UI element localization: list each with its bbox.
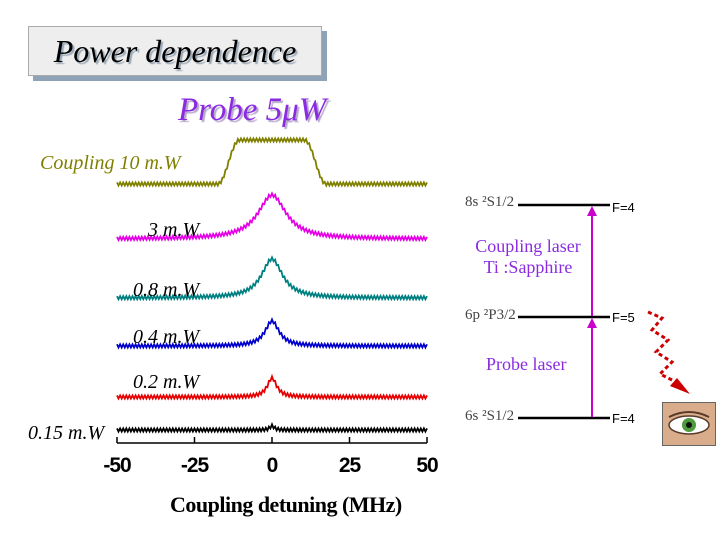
title-box: Power dependence [28,26,322,76]
eye-icon [662,402,716,446]
decay-arrowhead [670,378,690,394]
coupling-laser-line1: Coupling laser [475,236,581,256]
coupling-laser-label: Coupling laser Ti :Sapphire [466,236,590,278]
probe-laser-label: Probe laser [486,354,567,374]
page-title: Power dependence [53,32,297,69]
x-tick-label-1: -25 [180,454,209,477]
laser-arrows [587,206,597,417]
upper-level-label: 8s ²S1/2 [465,194,515,210]
trace-line-0 [116,136,428,188]
x-tick-label-3: 25 [338,454,361,477]
trace-line-4 [116,373,428,401]
trace-line-3 [116,316,428,350]
trace-label-5: 0.15 m.W [28,422,105,444]
x-tick-label-0: -50 [103,454,131,477]
trace-line-2 [116,255,428,302]
x-tick-label-4: 50 [416,454,438,477]
decay-path [647,310,677,384]
trace-5 [116,421,428,434]
upper-f-label: F=4 [612,200,635,215]
middle-f-label: F=5 [612,310,635,325]
trace-2 [116,255,428,302]
probe-power-title: Probe 5μW [178,92,327,128]
trace-group [116,136,428,434]
trace-label-0: Coupling 10 m.W [40,152,181,174]
x-axis-title: Coupling detuning (MHz) [170,492,402,517]
x-axis-ticks [116,437,428,443]
probe-arrow [587,318,597,417]
decay-arrow [647,310,690,394]
trace-1 [116,191,428,243]
trace-label-1: 3 m.W [148,219,200,241]
trace-4 [116,373,428,401]
middle-level-label: 6p ²P3/2 [465,307,516,323]
trace-label-4: 0.2 m.W [133,371,200,393]
x-tick-label-2: 0 [266,454,279,477]
trace-line-1 [116,191,428,243]
coupling-laser-line2: Ti :Sapphire [483,257,573,277]
ground-f-label: F=4 [612,411,635,426]
ground-level-label: 6s ²S1/2 [465,408,515,424]
trace-label-3: 0.4 m.W [133,326,200,348]
trace-3 [116,316,428,350]
coupling-arrow [587,206,597,316]
trace-line-5 [116,421,428,434]
trace-0 [116,136,428,188]
trace-label-2: 0.8 m.W [133,279,200,301]
